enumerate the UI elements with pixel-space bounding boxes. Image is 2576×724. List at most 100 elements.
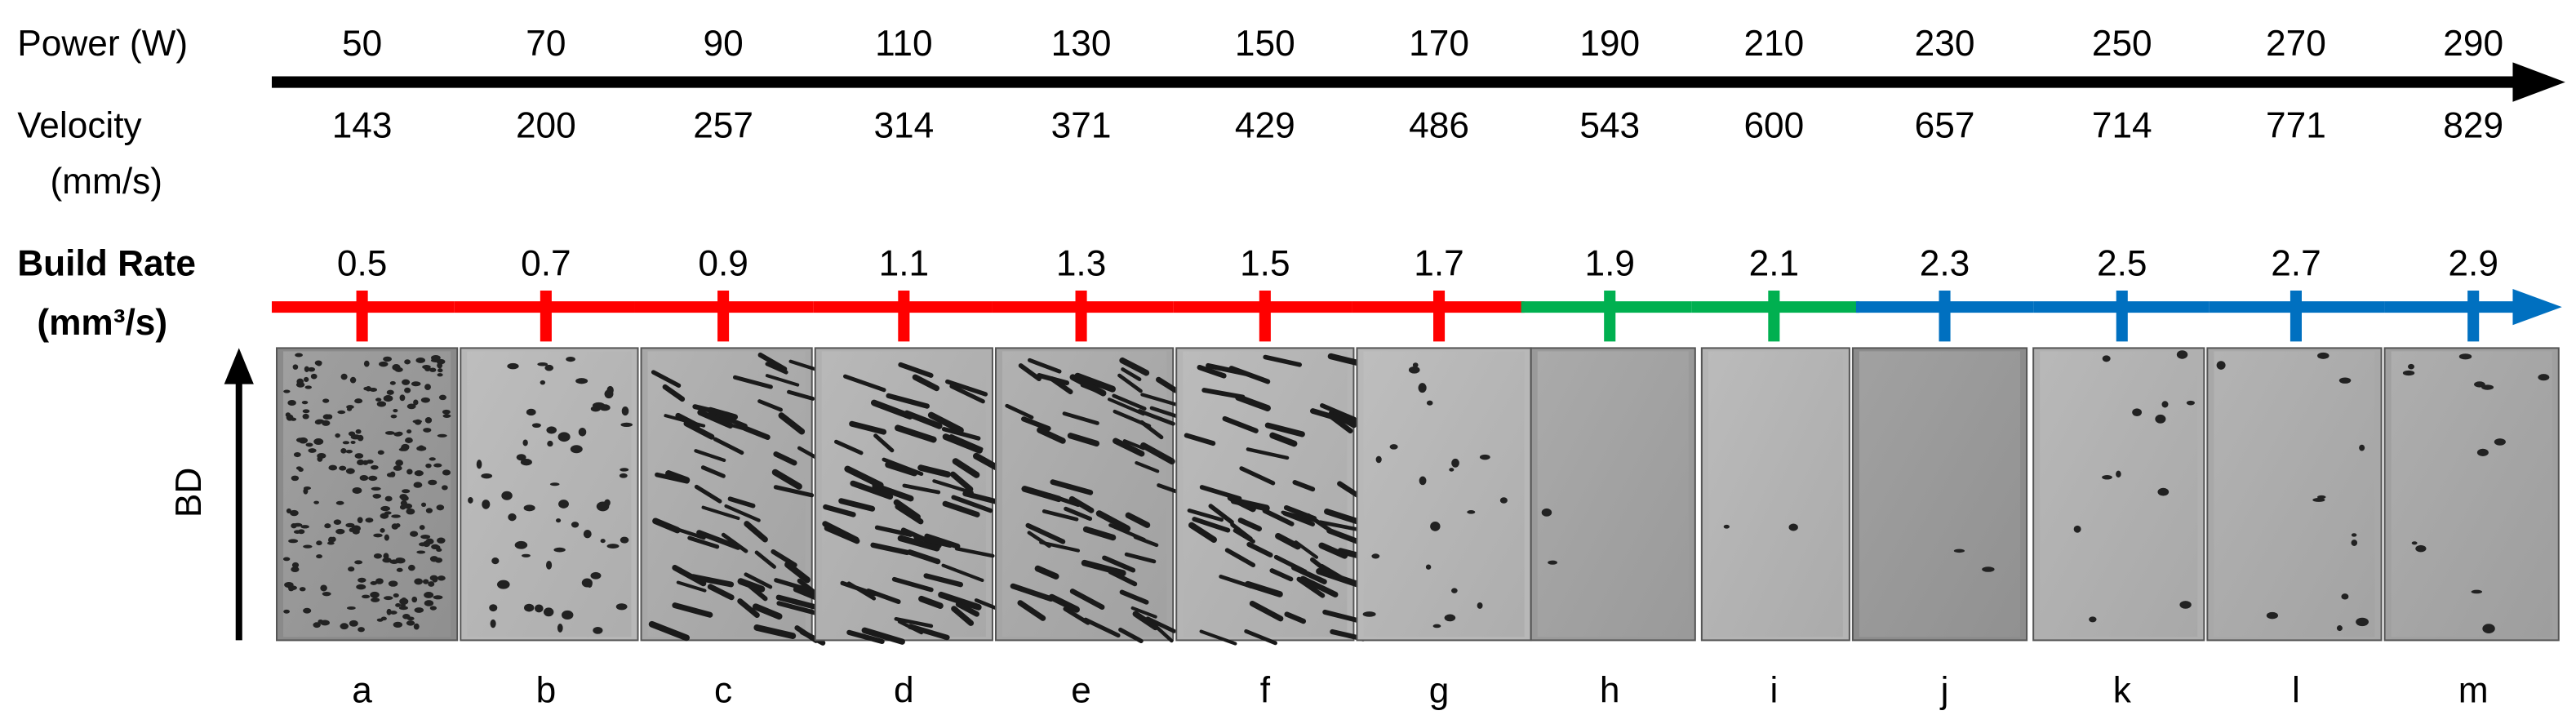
crack	[902, 483, 941, 495]
sample-label: e	[1071, 670, 1091, 710]
pore	[537, 362, 549, 366]
pore	[303, 376, 309, 382]
sample-label: l	[2292, 670, 2300, 710]
crack	[1206, 362, 1248, 376]
pore	[520, 459, 532, 466]
pore	[437, 433, 447, 438]
crack	[692, 404, 731, 417]
pore	[346, 406, 353, 411]
crack	[885, 461, 918, 477]
velocity-value: 486	[1409, 106, 1469, 146]
crack	[1237, 517, 1263, 532]
pore	[620, 422, 633, 427]
pore	[1432, 624, 1441, 629]
pore	[2359, 444, 2365, 451]
crack	[949, 384, 985, 404]
pore	[437, 368, 443, 373]
pore	[437, 575, 446, 581]
pore	[2341, 593, 2349, 600]
crack	[687, 535, 720, 549]
pore	[373, 533, 383, 538]
pore	[300, 525, 309, 529]
crack	[1199, 485, 1242, 501]
crack	[1119, 589, 1149, 605]
pore	[399, 597, 409, 605]
velocity-value: 314	[873, 106, 934, 146]
crack	[861, 627, 905, 645]
crack	[1140, 393, 1178, 406]
pore	[437, 373, 443, 377]
velocity-value: 829	[2443, 106, 2503, 146]
pore	[308, 448, 317, 453]
pore	[404, 359, 411, 365]
crack	[771, 469, 802, 490]
pore	[514, 540, 528, 549]
pore	[349, 527, 354, 532]
pore	[386, 473, 395, 477]
pore	[2474, 381, 2485, 388]
pore	[293, 530, 301, 534]
pore	[1548, 560, 1557, 565]
sample-label: g	[1429, 670, 1450, 710]
pore	[288, 539, 299, 544]
pore	[2161, 401, 2169, 408]
crack	[1083, 617, 1121, 638]
crack	[1275, 532, 1301, 550]
pore	[375, 578, 384, 584]
pore	[481, 473, 493, 479]
power-value: 70	[526, 24, 566, 64]
crack	[1082, 526, 1117, 541]
pore	[345, 449, 353, 454]
crack	[1188, 522, 1217, 543]
crack	[1117, 373, 1143, 393]
crack	[664, 414, 706, 428]
power-value: 230	[1915, 24, 1975, 64]
pore	[442, 409, 451, 415]
pore	[1430, 521, 1441, 531]
pore	[549, 482, 560, 486]
crack	[941, 563, 984, 583]
crack	[665, 470, 691, 484]
sample-label: h	[1600, 670, 1620, 710]
crack	[696, 530, 741, 550]
build-rate-label: Build Rate	[17, 244, 196, 284]
build-rate-arrowhead	[2512, 288, 2562, 326]
pore	[357, 517, 363, 524]
pore	[437, 362, 443, 369]
pore	[301, 400, 309, 405]
pore	[380, 505, 390, 512]
crack	[1064, 506, 1093, 522]
pore	[399, 394, 406, 402]
pore	[283, 609, 290, 614]
pore	[359, 474, 369, 482]
pore	[2312, 498, 2325, 502]
pore	[398, 606, 409, 611]
pore	[303, 607, 312, 614]
pore	[388, 580, 398, 587]
pore	[489, 604, 498, 612]
pore	[354, 398, 363, 404]
pore	[317, 453, 326, 459]
sample-label: k	[2113, 670, 2132, 710]
crack	[904, 410, 943, 429]
pore	[433, 595, 443, 600]
pore	[433, 463, 442, 468]
crack	[923, 573, 964, 588]
crack	[757, 352, 788, 372]
crack	[886, 393, 930, 409]
pore	[2317, 352, 2330, 359]
crack	[744, 572, 773, 589]
crack	[1246, 542, 1273, 557]
pore	[308, 366, 316, 372]
crack	[1010, 583, 1054, 602]
pore	[496, 580, 510, 589]
pore	[1375, 455, 1382, 464]
crack	[874, 525, 913, 537]
bd-arrowhead	[224, 348, 254, 384]
pore	[310, 373, 318, 380]
crack	[732, 375, 773, 389]
crack	[1018, 363, 1042, 382]
crack	[1299, 575, 1339, 597]
pore	[1371, 553, 1380, 559]
pore	[2471, 589, 2483, 594]
